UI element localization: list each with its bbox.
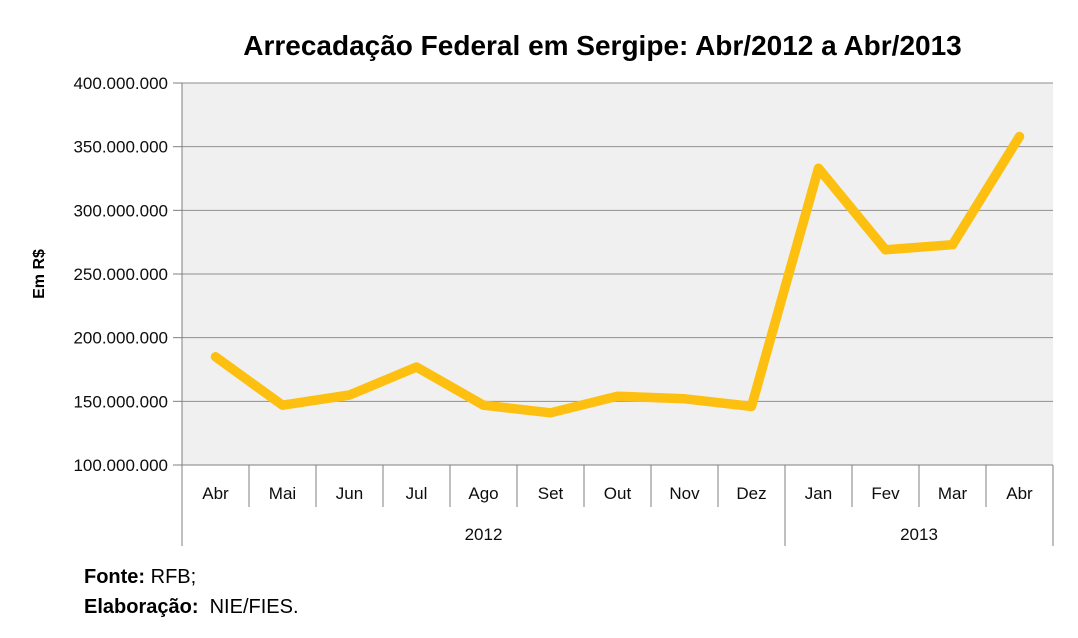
source-line-elaboracao: Elaboração: NIE/FIES. — [84, 592, 299, 622]
x-month-label: Set — [538, 484, 564, 503]
x-month-label: Ago — [468, 484, 498, 503]
x-month-label: Jun — [336, 484, 363, 503]
source-note: Fonte: RFB; Elaboração: NIE/FIES. — [84, 562, 299, 622]
x-month-label: Nov — [669, 484, 700, 503]
x-year-label: 2012 — [465, 525, 503, 544]
x-month-label: Jan — [805, 484, 832, 503]
data-line — [210, 131, 1025, 418]
x-month-label: Mai — [269, 484, 296, 503]
y-tick-label: 250.000.000 — [73, 265, 168, 284]
y-tick-label: 350.000.000 — [73, 138, 168, 157]
y-tick-label: 100.000.000 — [73, 456, 168, 475]
elaboracao-label: Elaboração: — [84, 596, 199, 618]
x-month-label: Fev — [871, 484, 900, 503]
x-year-label: 2013 — [900, 525, 938, 544]
chart-title: Arrecadação Federal em Sergipe: Abr/2012… — [243, 30, 962, 61]
x-month-label: Out — [604, 484, 632, 503]
fonte-value: RFB; — [145, 566, 197, 588]
elaboracao-value: NIE/FIES. — [198, 596, 299, 618]
y-tick-label: 400.000.000 — [73, 74, 168, 93]
y-tick-label: 150.000.000 — [73, 392, 168, 411]
x-month-label: Dez — [736, 484, 766, 503]
x-month-label: Abr — [202, 484, 229, 503]
x-month-label: Abr — [1006, 484, 1033, 503]
x-month-label: Jul — [406, 484, 428, 503]
y-tick-label: 200.000.000 — [73, 329, 168, 348]
y-tick-label: 300.000.000 — [73, 201, 168, 220]
source-line-fonte: Fonte: RFB; — [84, 562, 299, 592]
fonte-label: Fonte: — [84, 566, 146, 588]
x-month-label: Mar — [938, 484, 968, 503]
chart-plot: 100.000.000 150.000.000 200.000.000 250.000… — [73, 74, 1054, 546]
